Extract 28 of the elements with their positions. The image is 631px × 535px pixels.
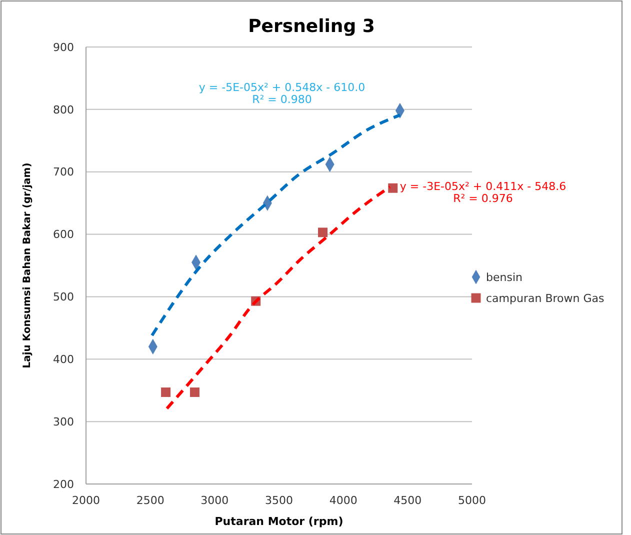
point — [161, 387, 171, 397]
point — [190, 387, 200, 397]
x-tick-label: 4000 — [329, 494, 358, 507]
annotation: y = -5E-05x² + 0.548x - 610.0 — [198, 81, 366, 94]
annotation: y = -3E-05x² + 0.411x - 548.6 — [400, 180, 566, 193]
y-tick-label: 300 — [53, 415, 74, 428]
y-tick-label: 500 — [53, 290, 74, 304]
y-tick-label: 400 — [53, 352, 74, 366]
x-tick-label: 2500 — [136, 494, 164, 507]
x-axis-title: Putaran Motor (rpm) — [214, 515, 344, 528]
y-tick-label: 900 — [53, 40, 74, 54]
y-tick-label: 600 — [53, 228, 74, 242]
x-tick-label: 3500 — [265, 494, 293, 507]
legend-label: campuran Brown Gas — [486, 292, 604, 305]
x-tick-label: 4500 — [394, 494, 422, 507]
x-tick-label: 5000 — [458, 494, 486, 507]
annotation: R² = 0.976 — [453, 192, 513, 205]
y-tick-label: 200 — [53, 478, 74, 491]
x-tick-label: 3000 — [200, 494, 229, 507]
x-tick-label: 2000 — [72, 494, 100, 507]
y-tick-label: 800 — [53, 103, 74, 116]
point — [318, 228, 328, 238]
legend-label: bensin — [486, 270, 523, 284]
point — [388, 183, 398, 193]
y-axis-title: Laju Konsumsi Bahan Bakar (gr/jam) — [22, 162, 33, 368]
chart-title: Persneling 3 — [248, 16, 375, 37]
y-tick-label: 700 — [53, 166, 74, 179]
annotation: R² = 0.980 — [252, 93, 312, 106]
